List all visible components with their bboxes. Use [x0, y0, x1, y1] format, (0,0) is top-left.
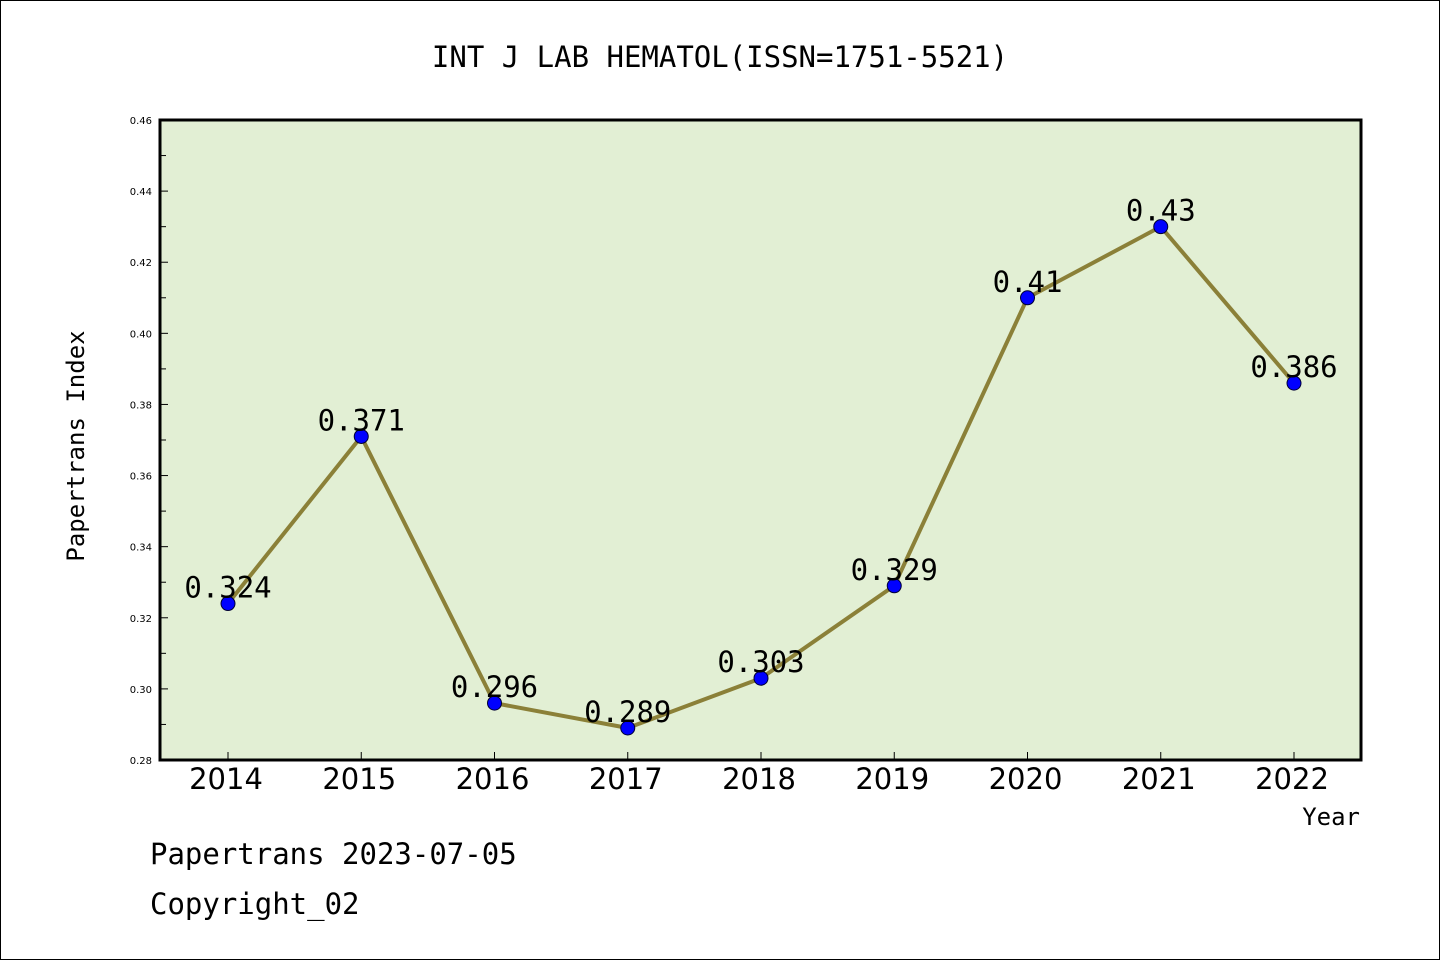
data-point [753, 670, 769, 686]
y-tick-label: 0.30 [130, 685, 152, 696]
y-tick-label: 0.38 [130, 400, 152, 411]
y-axis-label: Papertrans Index [62, 330, 90, 561]
x-tick-label: 2019 [855, 762, 929, 796]
data-point [487, 695, 502, 711]
data-label: 0.41 [993, 265, 1063, 299]
x-axis-label: Year [1302, 803, 1360, 831]
data-point [1153, 219, 1169, 235]
data-point [1286, 375, 1302, 391]
data-label: 0.371 [318, 403, 405, 437]
y-tick-label: 0.34 [130, 543, 152, 554]
x-tick-label: 2017 [589, 762, 663, 796]
x-tick-label: 2022 [1255, 762, 1329, 796]
y-axis: 0.28 0.30 0.32 0.34 0.36 0.38 0.40 0.42 0.44 0.46 [130, 116, 168, 767]
chart-title: INT J LAB HEMATOL(ISSN=1751-5521) [432, 40, 1008, 74]
x-axis: 2014 2015 2016 2017 2018 2019 2020 2021 2022 [189, 752, 1329, 796]
data-label: 0.43 [1126, 194, 1196, 228]
data-point [353, 428, 369, 444]
x-tick-label: 2014 [189, 762, 263, 796]
data-labels: 0.324 0.371 0.296 0.289 0.303 0.329 0.41 0.43 0.… [184, 194, 1337, 729]
x-tick-label: 2018 [722, 762, 796, 796]
footer-copyright: Copyright_02 [150, 887, 360, 922]
y-tick-label: 0.28 [130, 756, 152, 767]
data-point [1020, 290, 1035, 306]
data-point [886, 578, 902, 594]
data-label: 0.303 [717, 645, 804, 679]
y-tick-label: 0.36 [130, 472, 152, 483]
data-point [620, 720, 636, 736]
y-tick-label: 0.46 [130, 116, 152, 127]
footer-date: Papertrans 2023-07-05 [150, 837, 517, 871]
data-label: 0.324 [184, 571, 271, 605]
y-tick-label: 0.40 [130, 329, 152, 340]
x-tick-label: 2016 [456, 762, 530, 796]
data-point [220, 596, 236, 612]
x-tick-label: 2020 [989, 762, 1063, 796]
data-label: 0.386 [1250, 350, 1337, 384]
data-points [220, 219, 1302, 736]
y-tick-label: 0.44 [130, 187, 152, 198]
y-tick-label: 0.42 [130, 258, 152, 269]
data-label: 0.296 [451, 670, 538, 704]
data-label: 0.329 [851, 553, 938, 587]
x-tick-label: 2021 [1122, 762, 1196, 796]
data-label: 0.289 [584, 695, 671, 729]
x-tick-label: 2015 [322, 762, 396, 796]
y-tick-label: 0.32 [130, 614, 152, 625]
